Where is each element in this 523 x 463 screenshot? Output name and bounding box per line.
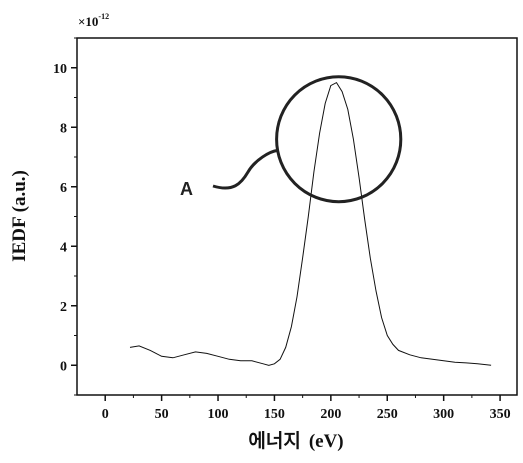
y-tick-label-0: 0 [60,359,67,374]
annotation-leader-line [212,148,278,190]
annotation-circle [275,75,403,204]
annotation-label-a: A [180,179,193,199]
iedf-series-line [129,81,492,366]
y-tick-label-8: 8 [60,121,67,136]
y-multiplier: ×10-12 [78,12,109,29]
x-tick-label-0: 0 [102,407,109,422]
y-axis-tick-labels: 0 2 4 6 8 10 [53,62,67,375]
y-tick-label-2: 2 [60,300,67,315]
x-tick-label-200: 200 [320,407,341,422]
y-axis-ticks [71,37,77,396]
x-tick-label-250: 250 [377,407,398,422]
x-axis-ticks [104,395,501,401]
x-tick-label-350: 350 [490,407,511,422]
x-tick-label-150: 150 [264,407,285,422]
y-tick-label-6: 6 [60,181,67,196]
x-tick-label-50: 50 [155,407,169,422]
y-tick-label-10: 10 [53,62,67,77]
y-tick-label-4: 4 [60,240,67,255]
y-axis-label: IEDF (a.u.) [9,170,30,262]
x-axis-tick-labels: 0 50 100 150 200 250 300 350 [102,407,511,422]
x-axis-label: 에너지 (eV) [248,430,343,452]
x-tick-label-300: 300 [433,407,454,422]
x-tick-label-100: 100 [208,407,229,422]
